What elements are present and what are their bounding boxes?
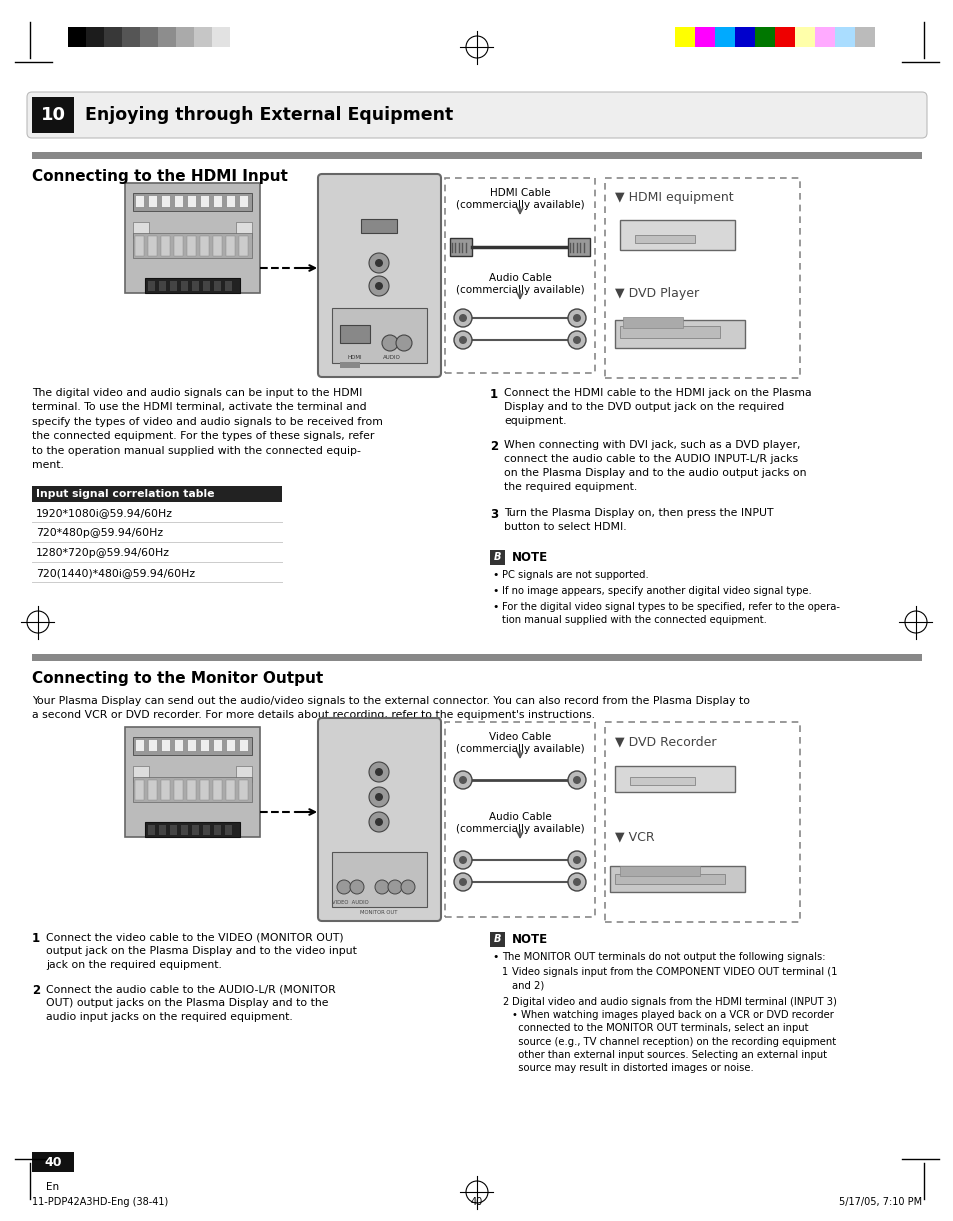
Circle shape bbox=[567, 331, 585, 349]
Circle shape bbox=[375, 768, 382, 777]
Bar bbox=[32, 151, 921, 159]
Bar bbox=[235, 222, 252, 238]
Bar bbox=[148, 739, 157, 751]
Bar bbox=[175, 27, 193, 46]
Text: HDMI: HDMI bbox=[347, 355, 362, 360]
Bar bbox=[754, 27, 774, 46]
Circle shape bbox=[369, 253, 389, 274]
Text: Connect the video cable to the VIDEO (MONITOR OUT)
output jack on the Plasma Dis: Connect the video cable to the VIDEO (MO… bbox=[46, 932, 356, 969]
Text: 10: 10 bbox=[40, 106, 66, 125]
Bar bbox=[170, 825, 177, 835]
Circle shape bbox=[573, 777, 580, 784]
Circle shape bbox=[369, 812, 389, 832]
Text: ▼ DVD Player: ▼ DVD Player bbox=[615, 287, 699, 299]
Bar bbox=[145, 278, 240, 293]
Bar bbox=[239, 236, 248, 256]
Text: ▼ HDMI equipment: ▼ HDMI equipment bbox=[615, 192, 733, 204]
Circle shape bbox=[369, 762, 389, 781]
Bar bbox=[32, 654, 921, 661]
Bar bbox=[794, 27, 814, 46]
Circle shape bbox=[375, 282, 382, 291]
Text: •: • bbox=[492, 952, 497, 962]
Circle shape bbox=[567, 770, 585, 789]
Bar bbox=[173, 780, 183, 800]
Bar bbox=[213, 825, 221, 835]
Text: Video signals input from the COMPONENT VIDEO OUT terminal (1
and 2): Video signals input from the COMPONENT V… bbox=[512, 967, 837, 990]
Bar bbox=[567, 238, 589, 256]
Text: Your Plasma Display can send out the audio/video signals to the external connect: Your Plasma Display can send out the aud… bbox=[32, 696, 749, 720]
Text: Connecting to the Monitor Output: Connecting to the Monitor Output bbox=[32, 670, 323, 685]
Bar bbox=[239, 739, 248, 751]
Circle shape bbox=[400, 880, 415, 894]
Text: B: B bbox=[494, 552, 500, 563]
Text: •: • bbox=[492, 586, 497, 596]
Bar bbox=[32, 96, 74, 133]
Bar bbox=[148, 825, 154, 835]
Text: 11-PDP42A3HD-Eng (38-41): 11-PDP42A3HD-Eng (38-41) bbox=[32, 1197, 168, 1208]
Bar bbox=[619, 326, 720, 338]
Bar bbox=[239, 195, 248, 208]
Text: MONITOR OUT: MONITOR OUT bbox=[360, 910, 397, 915]
Circle shape bbox=[573, 336, 580, 344]
Bar bbox=[161, 236, 170, 256]
Text: 40: 40 bbox=[44, 1155, 62, 1168]
Circle shape bbox=[336, 880, 351, 894]
Text: If no image appears, specify another digital video signal type.: If no image appears, specify another dig… bbox=[501, 586, 811, 596]
Circle shape bbox=[458, 336, 467, 344]
Bar bbox=[158, 27, 175, 46]
Bar bbox=[148, 780, 157, 800]
Bar bbox=[213, 281, 221, 291]
Bar bbox=[173, 739, 183, 751]
Text: •: • bbox=[492, 602, 497, 612]
Text: Audio Cable
(commercially available): Audio Cable (commercially available) bbox=[456, 274, 583, 294]
Circle shape bbox=[388, 880, 401, 894]
Text: Connect the audio cable to the AUDIO-L/R (MONITOR
OUT) output jacks on the Plasm: Connect the audio cable to the AUDIO-L/R… bbox=[46, 984, 335, 1022]
Bar bbox=[187, 236, 195, 256]
Circle shape bbox=[381, 335, 397, 350]
Bar bbox=[619, 866, 700, 875]
Bar bbox=[360, 219, 396, 233]
Bar bbox=[604, 722, 800, 922]
Circle shape bbox=[454, 873, 472, 891]
Text: 720(1440)*480i@59.94/60Hz: 720(1440)*480i@59.94/60Hz bbox=[36, 568, 195, 578]
Bar bbox=[181, 825, 188, 835]
Text: 1280*720p@59.94/60Hz: 1280*720p@59.94/60Hz bbox=[36, 548, 170, 558]
Text: 2: 2 bbox=[490, 440, 497, 453]
Bar bbox=[132, 193, 252, 211]
Bar bbox=[675, 27, 695, 46]
Bar bbox=[604, 178, 800, 379]
Bar bbox=[225, 281, 232, 291]
Circle shape bbox=[454, 851, 472, 869]
Bar bbox=[68, 27, 86, 46]
Bar bbox=[609, 866, 744, 893]
Circle shape bbox=[573, 856, 580, 864]
Bar bbox=[200, 739, 209, 751]
Circle shape bbox=[375, 818, 382, 825]
Circle shape bbox=[395, 335, 412, 350]
Bar bbox=[235, 766, 252, 781]
Bar bbox=[148, 236, 157, 256]
Text: Connect the HDMI cable to the HDMI jack on the Plasma
Display and to the DVD out: Connect the HDMI cable to the HDMI jack … bbox=[503, 388, 811, 426]
Text: Turn the Plasma Display on, then press the INPUT
button to select HDMI.: Turn the Plasma Display on, then press t… bbox=[503, 508, 773, 532]
Bar bbox=[629, 777, 695, 785]
Bar bbox=[159, 281, 166, 291]
Text: NOTE: NOTE bbox=[512, 933, 548, 946]
FancyBboxPatch shape bbox=[317, 718, 440, 921]
FancyBboxPatch shape bbox=[27, 92, 926, 138]
Circle shape bbox=[573, 314, 580, 322]
Bar bbox=[161, 780, 170, 800]
Text: 40: 40 bbox=[471, 1197, 482, 1208]
Text: 1: 1 bbox=[32, 932, 40, 945]
Bar bbox=[145, 822, 240, 838]
Bar bbox=[734, 27, 754, 46]
Bar bbox=[148, 195, 157, 208]
Text: Digital video and audio signals from the HDMI terminal (INPUT 3)
• When watching: Digital video and audio signals from the… bbox=[512, 998, 836, 1073]
Bar bbox=[490, 932, 504, 947]
Bar bbox=[339, 325, 370, 343]
Bar bbox=[213, 236, 222, 256]
Bar bbox=[213, 780, 222, 800]
Bar bbox=[444, 722, 595, 917]
Bar bbox=[714, 27, 734, 46]
Text: ▼ VCR: ▼ VCR bbox=[615, 830, 654, 844]
Bar bbox=[32, 486, 282, 502]
